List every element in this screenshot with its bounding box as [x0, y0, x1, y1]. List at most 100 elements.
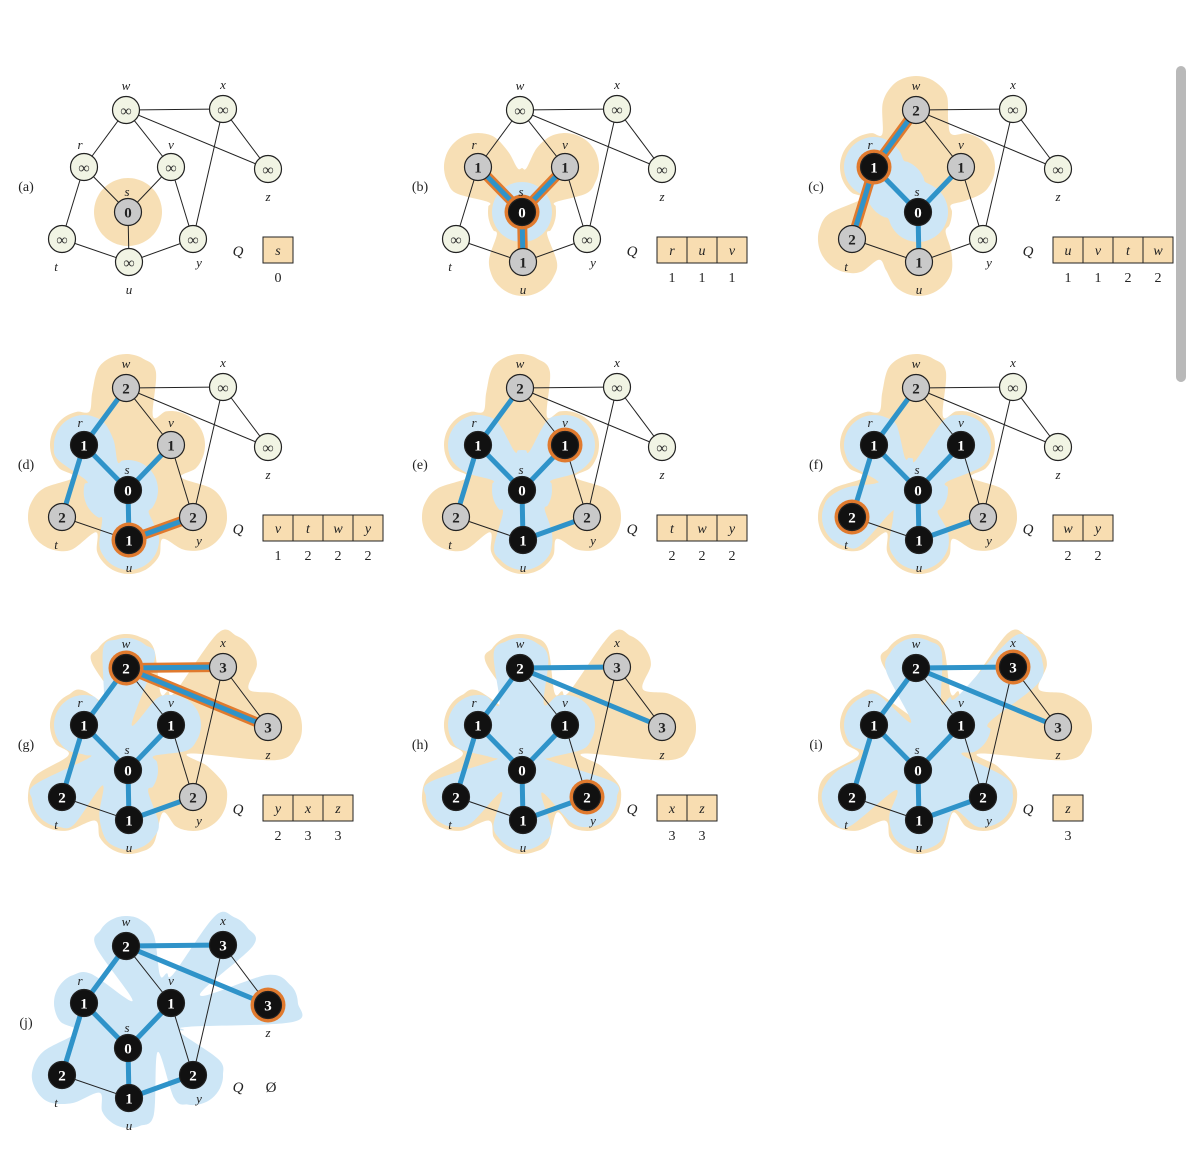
vertex-label-t: t	[844, 259, 848, 274]
vertex-distance: 1	[167, 719, 175, 735]
panel-h: 2w3x1r1v3z0s2t 1u2y(h)Q x3z3	[412, 629, 717, 855]
vertex-distance: 1	[870, 439, 878, 455]
queue-distance: 3	[1065, 829, 1072, 844]
queue: s0	[263, 237, 293, 286]
vertex-distance: 2	[912, 104, 920, 120]
vertex-label-y: y	[984, 533, 992, 548]
vertex-distance: 0	[124, 206, 132, 222]
vertex-label-x: x	[219, 635, 226, 650]
panel-label: (a)	[18, 180, 34, 195]
vertex-distance: 1	[80, 719, 88, 735]
queue-distance: 2	[1125, 271, 1132, 286]
vertex-x: ∞x	[604, 77, 631, 123]
vertex-label-y: y	[194, 813, 202, 828]
queue-distance: 1	[729, 271, 736, 286]
vertex-distance: 0	[914, 484, 922, 500]
vertex-label-s: s	[518, 184, 523, 199]
queue-item-y: y	[273, 802, 282, 817]
vertex-label-u: u	[126, 1118, 133, 1133]
vertex-distance: 2	[189, 1069, 197, 1085]
vertex-distance: 2	[122, 662, 130, 678]
vertex-distance: 3	[264, 999, 272, 1015]
vertex-label-y: y	[588, 533, 596, 548]
vertex-distance: 2	[122, 940, 130, 956]
vertex-label-u: u	[916, 840, 923, 855]
vertex-label-w: w	[122, 356, 131, 371]
queue-item-v: v	[729, 244, 736, 259]
vertex-label-w: w	[122, 914, 131, 929]
vertex-infinity: ∞	[1052, 440, 1063, 457]
panel-label: (b)	[412, 180, 429, 195]
vertex-z: 3z	[251, 988, 286, 1041]
queue-item-v: v	[275, 522, 282, 537]
vertex-label-t: t	[54, 259, 58, 274]
vertex-distance: 1	[561, 439, 569, 455]
vertex-distance: 0	[518, 764, 526, 780]
vertex-label-y: y	[194, 533, 202, 548]
vertex-label-x: x	[219, 77, 226, 92]
queue-label: Q	[627, 244, 638, 260]
scrollbar-thumb[interactable]	[1176, 66, 1186, 382]
panel-label: (d)	[18, 458, 35, 473]
panel-e: 2w∞x1r1v∞z0s2t 1u2y(e)Q t2w2y2	[412, 354, 747, 575]
queue-distance: 2	[365, 549, 372, 564]
queue-label: Q	[233, 244, 244, 260]
queue-item-w: w	[333, 522, 343, 537]
vertex-y: ∞y	[180, 226, 207, 271]
vertex-label-s: s	[518, 742, 523, 757]
vertex-infinity: ∞	[514, 103, 525, 120]
vertex-infinity: ∞	[1052, 162, 1063, 179]
vertex-distance: 3	[1009, 661, 1017, 677]
queue-label: Q	[1023, 522, 1034, 538]
panel-i: 2w3x1r1v3z0s2t 1u2y(i)Q z3	[809, 629, 1092, 855]
vertex-distance: 1	[870, 719, 878, 735]
vertex-label-u: u	[520, 282, 527, 297]
vertex-distance: 3	[1054, 721, 1062, 737]
vertex-label-z: z	[264, 467, 270, 482]
vertex-label-w: w	[516, 636, 525, 651]
queue-item-x: x	[304, 802, 312, 817]
vertex-label-w: w	[912, 78, 921, 93]
vertex-infinity: ∞	[262, 440, 273, 457]
vertex-infinity: ∞	[611, 102, 622, 119]
vertex-label-u: u	[916, 560, 923, 575]
vertex-distance: 2	[58, 1069, 66, 1085]
queue-empty: Ø	[266, 1080, 277, 1096]
vertex-label-s: s	[914, 184, 919, 199]
vertex-label-s: s	[124, 742, 129, 757]
queue-distance: 2	[275, 829, 282, 844]
vertex-infinity: ∞	[611, 380, 622, 397]
vertex-distance: 3	[613, 661, 621, 677]
vertex-v: ∞v	[158, 137, 185, 181]
vertex-distance: 0	[518, 206, 526, 222]
vertex-label-s: s	[124, 184, 129, 199]
vertex-distance: 2	[979, 791, 987, 807]
vertex-z: ∞z	[649, 434, 676, 483]
panel-label: (g)	[18, 738, 35, 753]
vertex-distance: 1	[125, 534, 133, 550]
vertex-distance: 1	[125, 1092, 133, 1108]
vertex-label-v: v	[562, 415, 568, 430]
vertex-label-z: z	[1054, 189, 1060, 204]
panel-label: (h)	[412, 738, 429, 753]
queue-item-w: w	[1153, 244, 1163, 259]
vertex-distance: 3	[219, 939, 227, 955]
vertex-infinity: ∞	[262, 162, 273, 179]
vertex-distance: 2	[189, 791, 197, 807]
vertex-distance: 1	[474, 719, 482, 735]
vertex-label-u: u	[126, 840, 133, 855]
vertex-distance: 1	[957, 439, 965, 455]
vertex-infinity: ∞	[1007, 380, 1018, 397]
queue-label: Q	[233, 522, 244, 538]
vertex-label-z: z	[658, 467, 664, 482]
vertex-distance: 1	[561, 161, 569, 177]
queue-label: Q	[233, 802, 244, 818]
vertex-infinity: ∞	[1007, 102, 1018, 119]
vertex-label-z: z	[658, 189, 664, 204]
vertex-x: ∞x	[604, 355, 631, 401]
vertex-label-w: w	[122, 78, 131, 93]
vertex-label-r: r	[77, 137, 83, 152]
vertex-label-y: y	[194, 1091, 202, 1106]
vertex-distance: 2	[848, 233, 856, 249]
